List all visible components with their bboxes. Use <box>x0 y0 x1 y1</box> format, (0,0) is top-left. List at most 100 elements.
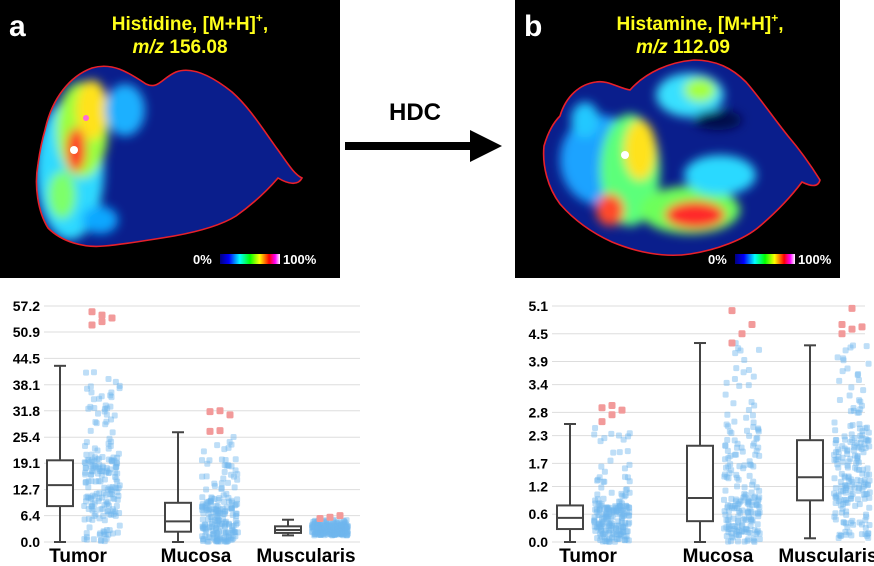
data-point <box>333 519 340 526</box>
data-point <box>617 498 624 505</box>
panel-b-scale-min: 0% <box>708 252 727 267</box>
data-point <box>610 449 617 456</box>
category-label: Mucosa <box>683 546 754 566</box>
outlier-point <box>88 321 96 329</box>
data-point <box>114 454 121 461</box>
data-point <box>844 450 851 457</box>
data-point <box>108 488 115 495</box>
data-point <box>324 520 331 527</box>
data-point <box>748 462 755 469</box>
data-point <box>309 524 316 531</box>
data-point <box>595 520 602 527</box>
data-point <box>340 530 347 537</box>
data-point <box>743 414 750 421</box>
data-point <box>332 530 339 537</box>
data-point <box>741 538 748 545</box>
data-point <box>83 439 90 446</box>
data-point <box>206 534 213 541</box>
data-point <box>750 535 757 542</box>
data-point <box>734 523 741 530</box>
panel-b-tissue-outline <box>542 59 821 257</box>
data-point <box>741 515 748 522</box>
data-point <box>214 442 221 449</box>
data-point <box>756 530 763 537</box>
data-point <box>111 412 118 419</box>
data-point <box>314 523 321 530</box>
data-point <box>81 516 88 523</box>
data-point <box>850 444 857 451</box>
data-point <box>81 459 88 466</box>
data-point <box>223 529 230 536</box>
data-point <box>199 507 206 514</box>
data-point <box>598 501 605 508</box>
data-point <box>108 394 115 401</box>
data-point <box>745 498 752 505</box>
data-point <box>319 525 326 532</box>
data-point <box>840 357 847 364</box>
data-point <box>199 533 206 540</box>
data-point <box>848 495 855 502</box>
data-point <box>211 505 218 512</box>
data-point <box>103 467 110 474</box>
outlier-point <box>848 304 856 312</box>
data-point <box>234 529 241 536</box>
data-point <box>620 529 627 536</box>
data-point <box>112 484 119 491</box>
data-point <box>222 508 229 515</box>
data-point <box>744 509 751 516</box>
outlier-point <box>216 407 224 415</box>
iqr-box <box>796 439 824 502</box>
data-point <box>747 516 754 523</box>
data-point <box>601 504 608 511</box>
data-point <box>839 454 846 461</box>
data-point <box>747 461 754 468</box>
data-point <box>845 473 852 480</box>
data-point <box>856 409 863 416</box>
data-point <box>311 524 318 531</box>
data-point <box>861 495 868 502</box>
data-point <box>596 524 603 531</box>
data-point <box>613 522 620 529</box>
panel-a-title-line1: Histidine, [M+H]+, <box>112 11 268 35</box>
data-point <box>738 497 745 504</box>
data-point <box>618 518 625 525</box>
data-point <box>222 456 229 463</box>
data-point <box>596 506 603 513</box>
data-point <box>840 519 847 526</box>
data-point <box>103 491 110 498</box>
data-point <box>101 529 108 536</box>
data-point <box>848 384 855 391</box>
data-point <box>116 522 123 529</box>
data-point <box>336 530 343 537</box>
data-point <box>101 405 108 412</box>
data-point <box>601 511 608 518</box>
data-point <box>835 464 842 471</box>
data-point <box>114 496 121 503</box>
data-point <box>856 519 863 526</box>
data-point <box>96 466 103 473</box>
data-point <box>222 507 229 514</box>
data-point <box>229 529 236 536</box>
data-point <box>835 491 842 498</box>
data-point <box>90 465 97 472</box>
data-point <box>319 529 326 536</box>
data-point <box>615 518 622 525</box>
data-point <box>204 538 211 545</box>
data-point <box>219 516 226 523</box>
data-point <box>601 523 608 530</box>
data-point <box>598 484 605 491</box>
data-point <box>81 535 88 542</box>
data-point <box>863 343 870 350</box>
data-point <box>839 509 846 516</box>
data-point <box>216 517 223 524</box>
data-point <box>748 516 755 523</box>
data-point <box>109 429 116 436</box>
data-point <box>604 513 611 520</box>
data-point <box>104 508 111 515</box>
outlier-point <box>598 404 606 412</box>
data-point <box>221 538 228 545</box>
data-point <box>225 532 232 539</box>
data-point <box>593 506 600 513</box>
data-point <box>205 533 212 540</box>
data-point <box>860 387 867 394</box>
